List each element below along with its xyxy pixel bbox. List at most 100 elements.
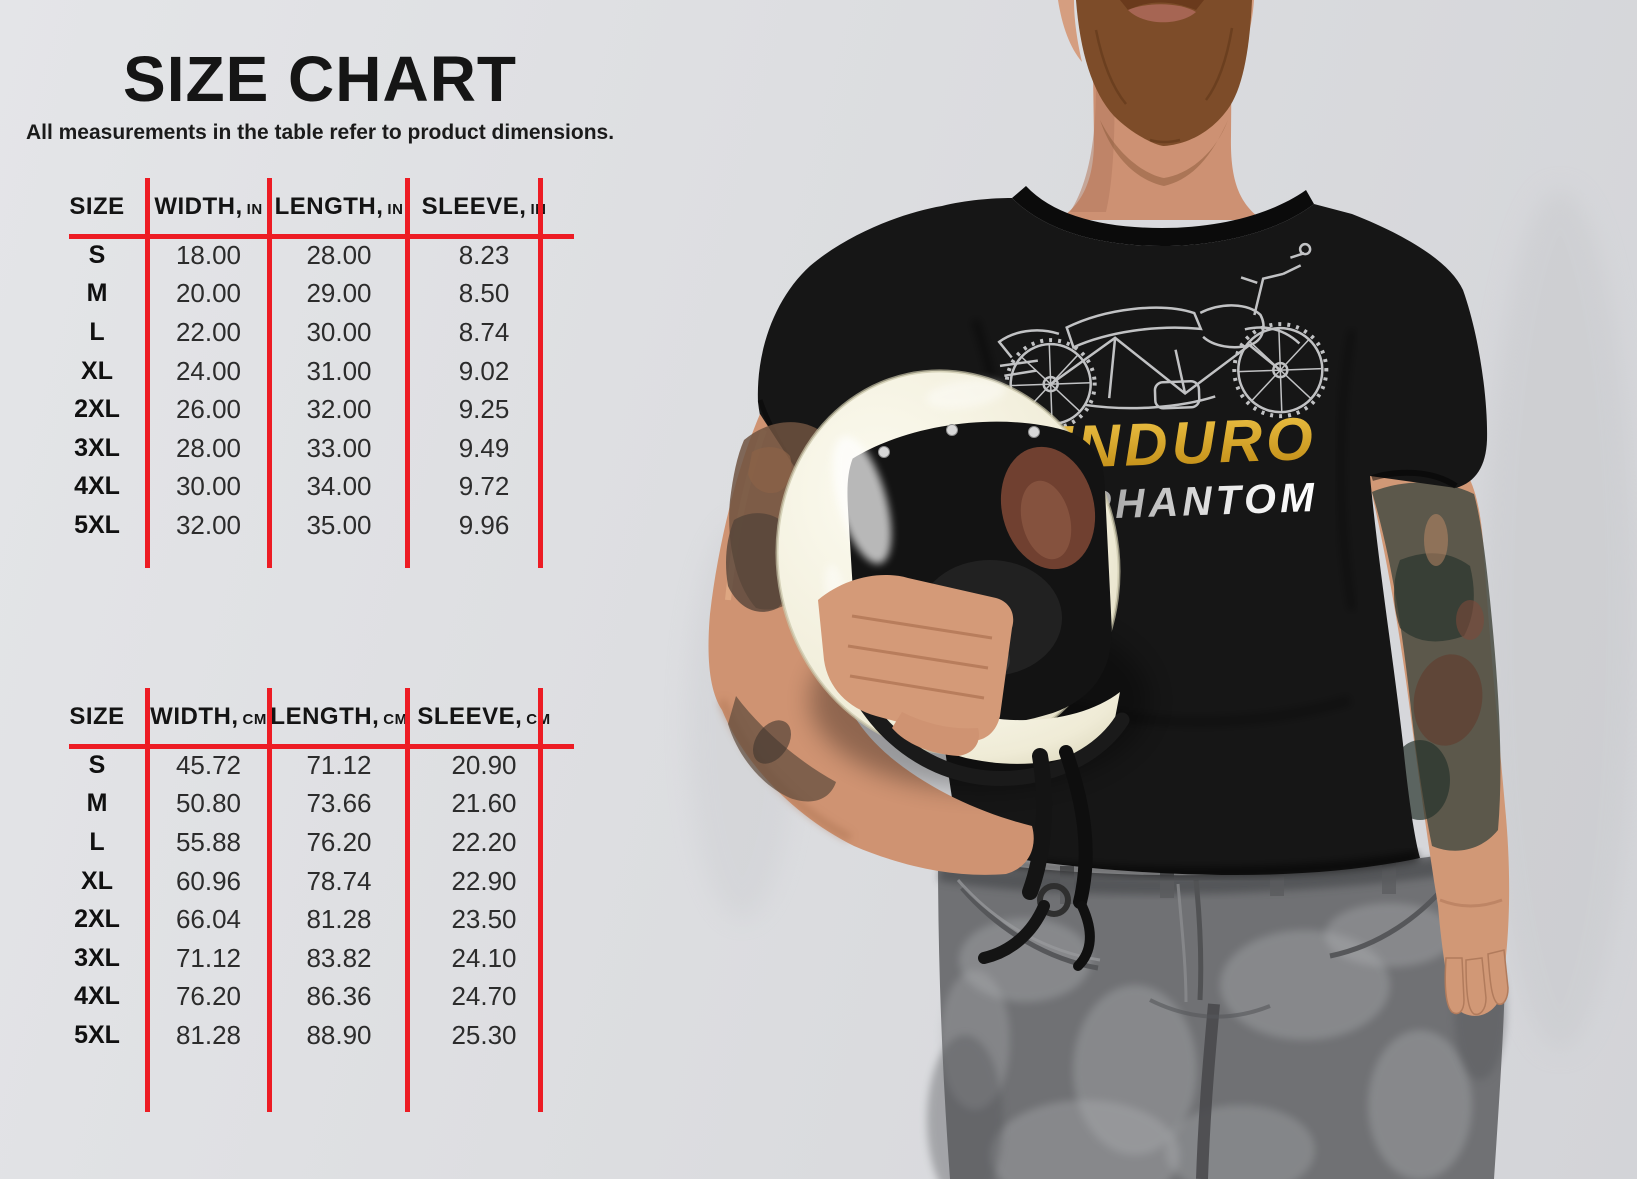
table-row: 2XL 26.00 32.00 9.25 [47, 390, 560, 429]
width-cell: 30.00 [175, 471, 242, 502]
length-cell: 76.20 [306, 826, 372, 857]
length-cell: 78.74 [306, 865, 372, 896]
width-cell: 24.00 [175, 355, 242, 386]
hand [1444, 949, 1509, 1016]
size-cell: 4XL [74, 982, 120, 1011]
table-row: S 45.72 71.12 20.90 [47, 746, 560, 785]
length-cell: 34.00 [306, 471, 372, 502]
width-cell: 66.04 [175, 904, 242, 935]
collar [1012, 186, 1314, 246]
helmet-strap [978, 745, 1095, 971]
sleeve-cell: 9.72 [458, 471, 510, 502]
phantom-wordmark: PHANTOM [1083, 474, 1319, 528]
table-row: 3XL 71.12 83.82 24.10 [47, 939, 560, 978]
size-cell: 2XL [74, 905, 120, 934]
length-cell: 73.66 [306, 788, 372, 819]
helmet-rivet [946, 424, 958, 436]
size-cell: 3XL [74, 433, 120, 462]
length-cell: 86.36 [306, 981, 372, 1012]
table-row: XL 24.00 31.00 9.02 [47, 352, 560, 391]
size-cell: M [86, 789, 108, 818]
unit-label: IN [246, 201, 263, 218]
sleeve-cell: 22.20 [451, 826, 517, 857]
length-cell: 81.28 [306, 904, 372, 935]
table-row: 3XL 28.00 33.00 9.49 [47, 429, 560, 468]
size-table-inches: SIZE WIDTH,IN LENGTH,IN SLEEVE,IN S 18.0… [47, 178, 574, 568]
length-cell: 30.00 [306, 316, 372, 347]
jeans-inseam [1196, 1003, 1220, 1179]
table-divider-vertical [405, 688, 410, 1112]
table-row: S 18.00 28.00 8.23 [47, 236, 560, 275]
width-cell: 45.72 [175, 749, 242, 780]
sleeve-cell: 25.30 [451, 1019, 517, 1050]
helmet-rivet [878, 446, 890, 458]
table-row: 5XL 81.28 88.90 25.30 [47, 1016, 560, 1055]
size-cell: M [86, 279, 108, 308]
table-divider-vertical [538, 688, 543, 1112]
beard [1076, 0, 1252, 146]
table-row: 4XL 30.00 34.00 9.72 [47, 468, 560, 507]
table-header-row: SIZE WIDTH,CM LENGTH,CM SLEEVE,CM [47, 688, 560, 746]
motorcycle-icon [997, 242, 1329, 431]
model-face [1058, 0, 1262, 220]
size-cell: 2XL [74, 395, 120, 424]
size-cell: XL [81, 866, 113, 895]
table-row: L 55.88 76.20 22.20 [47, 823, 560, 862]
length-cell: 29.00 [306, 278, 372, 309]
table-row: M 50.80 73.66 21.60 [47, 785, 560, 824]
sleeve-cell: 24.70 [451, 981, 517, 1012]
size-cell: L [89, 317, 105, 346]
col-header-length: LENGTH, CM [270, 703, 408, 730]
tattoo-sleeve [1372, 482, 1501, 851]
table-divider-vertical [267, 688, 272, 1112]
helmet-rivet [1028, 426, 1040, 438]
unit-label: CM [383, 711, 408, 728]
table-header-rule [69, 744, 574, 749]
unit-label: CM [242, 711, 267, 728]
sleeve-cell: 20.90 [451, 749, 517, 780]
size-cell: S [88, 240, 106, 269]
table-divider-vertical [145, 688, 150, 1112]
size-cell: S [88, 750, 106, 779]
col-header-sleeve: SLEEVE,CM [408, 703, 560, 731]
width-cell: 60.96 [175, 865, 242, 896]
size-cell: 3XL [74, 943, 120, 972]
table-row: XL 60.96 78.74 22.90 [47, 862, 560, 901]
sleeve-cell: 8.50 [458, 278, 510, 309]
table-divider-vertical [538, 178, 543, 568]
sleeve-cell: 21.60 [451, 788, 517, 819]
wall-shadow [1485, 190, 1635, 1050]
width-cell: 32.00 [175, 509, 242, 540]
width-cell: 50.80 [175, 788, 242, 819]
helmet-trim [838, 660, 1130, 786]
col-header-size: SIZE [69, 193, 125, 220]
sleeve-cell: 22.90 [451, 865, 517, 896]
width-cell: 28.00 [175, 432, 242, 463]
size-cell: 5XL [74, 510, 120, 539]
sleeve-cell: 9.02 [458, 355, 510, 386]
width-cell: 26.00 [175, 394, 242, 425]
size-cell: XL [81, 356, 113, 385]
length-cell: 83.82 [306, 942, 372, 973]
width-cell: 22.00 [175, 316, 242, 347]
length-cell: 88.90 [306, 1019, 372, 1050]
col-header-size: SIZE [69, 703, 125, 730]
table-row: 4XL 76.20 86.36 24.70 [47, 978, 560, 1017]
jeans-fly-seam [1193, 879, 1204, 1001]
width-cell: 81.28 [175, 1019, 242, 1050]
lips [1128, 4, 1196, 23]
width-cell: 76.20 [175, 981, 242, 1012]
length-cell: 32.00 [306, 394, 372, 425]
sleeve-cell: 8.23 [458, 239, 510, 270]
table-header-row: SIZE WIDTH,IN LENGTH,IN SLEEVE,IN [47, 178, 560, 236]
page-title: SIZE CHART [123, 43, 517, 115]
col-header-width: WIDTH, CM [150, 703, 267, 730]
size-cell: 5XL [74, 1020, 120, 1049]
col-header-width: WIDTH, IN [154, 193, 263, 220]
table-divider-vertical [267, 178, 272, 568]
thumb [892, 712, 980, 756]
right-arm [1366, 468, 1510, 1016]
table-divider-vertical [405, 178, 410, 568]
length-cell: 35.00 [306, 509, 372, 540]
length-cell: 28.00 [306, 239, 372, 270]
